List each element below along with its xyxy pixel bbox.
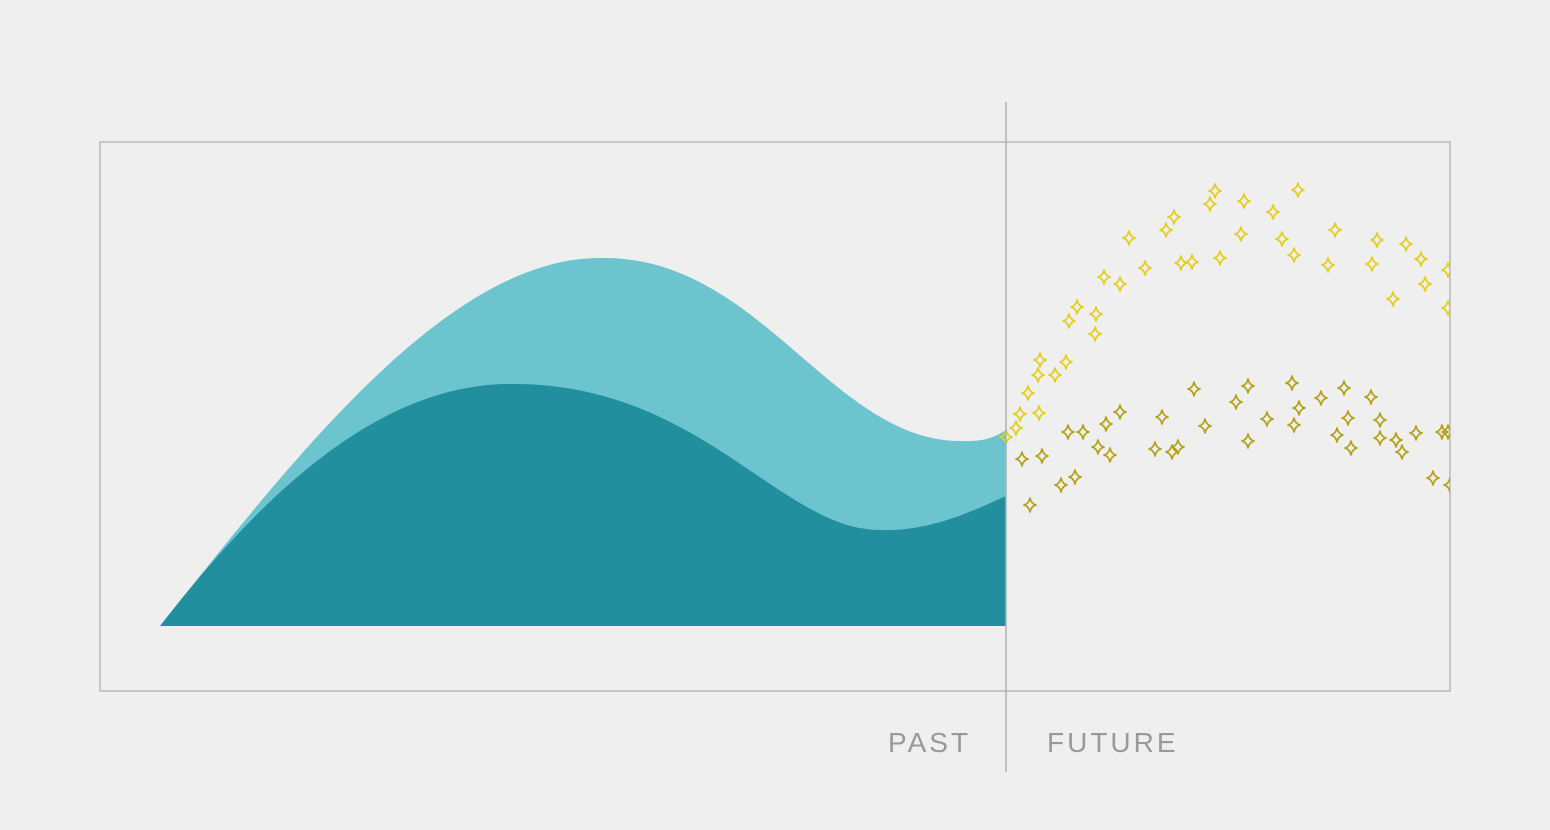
upper-sparkle-icon [1113, 276, 1127, 292]
upper-sparkle-icon [1208, 183, 1222, 199]
upper-sparkle-icon [1185, 254, 1199, 270]
future-sparkles-lower [1015, 375, 1450, 513]
lower-sparkle-icon [1260, 411, 1274, 427]
upper-sparkle-icon [1414, 251, 1428, 267]
lower-sparkle-icon [1241, 378, 1255, 394]
lower-sparkle-icon [1292, 400, 1306, 416]
lower-sparkle-icon [1287, 417, 1301, 433]
lower-sparkle-icon [1395, 444, 1409, 460]
lower-sparkle-icon [1187, 381, 1201, 397]
upper-sparkle-icon [1213, 250, 1227, 266]
upper-sparkle-icon [1399, 236, 1413, 252]
lower-sparkle-icon [1330, 427, 1344, 443]
lower-sparkle-icon [1389, 432, 1403, 448]
lower-sparkle-icon [1171, 439, 1185, 455]
upper-sparkle-icon [1386, 291, 1400, 307]
upper-sparkle-icon [1291, 182, 1305, 198]
upper-sparkle-icon [1441, 262, 1450, 278]
lower-sparkle-icon [1198, 418, 1212, 434]
upper-sparkle-icon [1287, 247, 1301, 263]
lower-sparkle-icon [1091, 439, 1105, 455]
upper-sparkle-icon [1097, 269, 1111, 285]
lower-sparkle-icon [1341, 410, 1355, 426]
lower-sparkle-icon [1229, 394, 1243, 410]
upper-sparkle-icon [1059, 354, 1073, 370]
upper-sparkle-icon [1234, 226, 1248, 242]
lower-sparkle-icon [1426, 470, 1440, 486]
upper-sparkle-icon [1062, 313, 1076, 329]
upper-sparkle-icon [1122, 230, 1136, 246]
future-label: FUTURE [1047, 727, 1179, 758]
upper-sparkle-icon [1370, 232, 1384, 248]
lower-sparkle-icon [1285, 375, 1299, 391]
upper-sparkle-icon [1203, 196, 1217, 212]
upper-sparkle-icon [1441, 300, 1450, 316]
lower-sparkle-icon [1337, 380, 1351, 396]
lower-sparkle-icon [1344, 440, 1358, 456]
lower-sparkle-icon [1023, 497, 1037, 513]
lower-sparkle-icon [1113, 404, 1127, 420]
upper-sparkle-icon [1021, 385, 1035, 401]
upper-sparkle-icon [1167, 209, 1181, 225]
upper-sparkle-icon [1237, 193, 1251, 209]
lower-sparkle-icon [1035, 448, 1049, 464]
past-label: PAST [888, 727, 972, 758]
lower-sparkle-icon [1155, 409, 1169, 425]
lower-sparkle-icon [1015, 451, 1029, 467]
upper-sparkle-icon [1328, 222, 1342, 238]
upper-sparkle-icon [1275, 231, 1289, 247]
lower-sparkle-icon [1364, 389, 1378, 405]
upper-sparkle-icon [1031, 367, 1045, 383]
future-sparkles-upper [999, 182, 1450, 445]
upper-sparkle-icon [1032, 405, 1046, 421]
lower-sparkle-icon [1068, 469, 1082, 485]
upper-sparkle-icon [1070, 299, 1084, 315]
upper-sparkle-icon [1089, 306, 1103, 322]
lower-sparkle-icon [1054, 477, 1068, 493]
lower-sparkle-icon [1099, 416, 1113, 432]
past-area-lower [160, 383, 1006, 626]
upper-sparkle-icon [1033, 352, 1047, 368]
lower-sparkle-icon [1373, 412, 1387, 428]
upper-sparkle-icon [1159, 222, 1173, 238]
upper-sparkle-icon [1009, 420, 1023, 436]
upper-sparkle-icon [1321, 257, 1335, 273]
upper-sparkle-icon [1174, 255, 1188, 271]
lower-sparkle-icon [1241, 433, 1255, 449]
upper-sparkle-icon [1266, 204, 1280, 220]
upper-sparkle-icon [1418, 276, 1432, 292]
lower-sparkle-icon [1061, 424, 1075, 440]
upper-sparkle-icon [1365, 256, 1379, 272]
diagram-frame [99, 141, 1451, 692]
upper-sparkle-icon [1013, 406, 1027, 422]
lower-sparkle-icon [1076, 424, 1090, 440]
upper-sparkle-icon [1138, 260, 1152, 276]
lower-sparkle-icon [1314, 390, 1328, 406]
lower-sparkle-icon [1103, 447, 1117, 463]
upper-sparkle-icon [1088, 326, 1102, 342]
lower-sparkle-icon [1373, 430, 1387, 446]
lower-sparkle-icon [1409, 425, 1423, 441]
upper-sparkle-icon [1048, 367, 1062, 383]
lower-sparkle-icon [1148, 441, 1162, 457]
